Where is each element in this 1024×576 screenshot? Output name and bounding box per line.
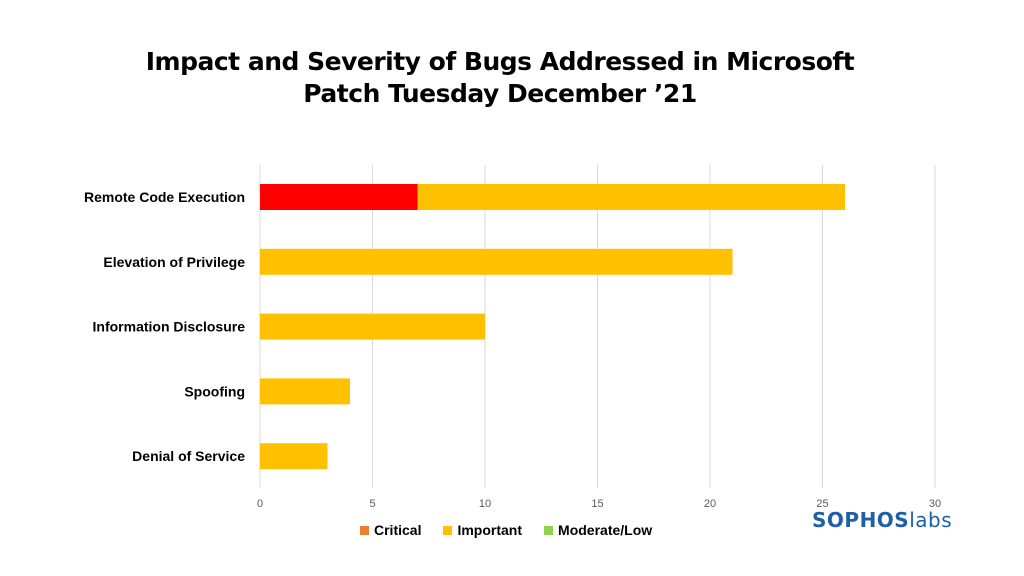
x-tick-label-15: 15 (591, 498, 603, 510)
legend-swatch-critical (360, 525, 369, 535)
x-tick-label-0: 0 (257, 498, 263, 510)
legend-label-important: Important (457, 522, 523, 538)
legend-label-critical: Critical (374, 522, 422, 538)
category-label-denial-of-service: Denial of Service (132, 448, 245, 464)
chart-title: Impact and Severity of Bugs Addressed in… (0, 46, 1000, 110)
bar-spoofing-important (260, 378, 350, 405)
bar-elevation-of-privilege-important (260, 248, 733, 275)
legend-swatch-important (443, 525, 453, 535)
category-label-information-disclosure: Information Disclosure (93, 319, 246, 335)
category-labels: Remote Code Execution Elevation of Privil… (84, 189, 245, 464)
bars (260, 184, 845, 470)
category-label-remote-code-execution: Remote Code Execution (84, 189, 245, 205)
category-label-spoofing: Spoofing (184, 383, 245, 399)
legend: Critical Important Moderate/Low (360, 522, 652, 538)
chart-title-line-1: Impact and Severity of Bugs Addressed in… (145, 47, 855, 76)
x-axis-tick-labels: 0 5 10 15 20 25 30 (257, 498, 941, 510)
bar-remote-code-execution-critical (260, 184, 418, 210)
x-tick-label-30: 30 (929, 498, 941, 510)
bar-remote-code-execution-important (417, 184, 845, 210)
x-tick-label-25: 25 (816, 498, 828, 510)
legend-swatch-moderate-low (544, 525, 554, 535)
legend-label-moderate-low: Moderate/Low (558, 522, 653, 538)
chart-title-line-2: Patch Tuesday December ’21 (303, 79, 697, 108)
logo-text-labs: labs (909, 508, 953, 532)
legend-item-moderate-low: Moderate/Low (544, 522, 652, 538)
x-tick-label-5: 5 (369, 498, 375, 510)
legend-item-important: Important (443, 522, 522, 538)
category-label-elevation-of-privilege: Elevation of Privilege (103, 254, 245, 270)
bar-denial-of-service-important (260, 443, 328, 470)
x-tick-label-20: 20 (704, 498, 716, 510)
legend-item-critical: Critical (360, 522, 421, 538)
sophoslabs-logo: SOPHOSlabs (812, 508, 952, 532)
bar-information-disclosure-important (260, 313, 485, 340)
logo-text-sophos: SOPHOS (812, 508, 910, 532)
x-tick-label-10: 10 (479, 498, 491, 510)
